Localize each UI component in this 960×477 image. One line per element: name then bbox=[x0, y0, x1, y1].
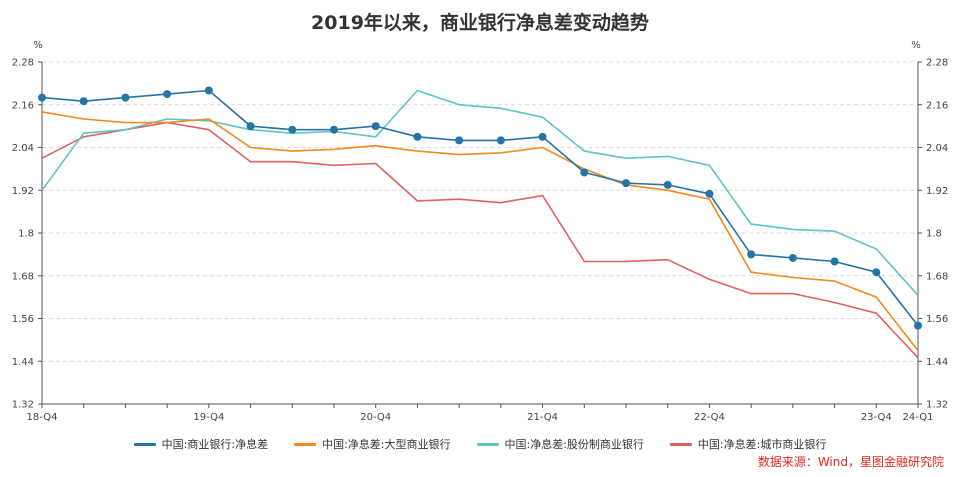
data-point bbox=[330, 125, 338, 134]
series-line-4 bbox=[41, 121, 919, 359]
data-point bbox=[663, 180, 672, 189]
x-tick-label: 19-Q4 bbox=[193, 412, 224, 423]
x-tick-label: 24-Q1 bbox=[903, 412, 934, 423]
data-point bbox=[622, 179, 630, 188]
y-tick-label-right: 2.16 bbox=[926, 100, 948, 111]
data-point bbox=[705, 189, 714, 198]
data-point bbox=[747, 250, 756, 259]
y-tick-label-right: 1.44 bbox=[926, 357, 948, 368]
y-tick-label-left: 1.92 bbox=[12, 186, 34, 197]
source-note: 数据来源：Wind，星图金融研究院 bbox=[757, 455, 944, 469]
x-tick-label: 20-Q4 bbox=[360, 412, 391, 423]
data-point bbox=[455, 136, 464, 145]
legend-label: 中国:净息差:大型商业银行 bbox=[322, 438, 451, 451]
data-point bbox=[79, 97, 88, 106]
y-tick-label-left: 1.32 bbox=[12, 400, 34, 411]
y-tick-label-right: 1.56 bbox=[926, 314, 948, 325]
y-tick-label-left: 1.44 bbox=[12, 357, 34, 368]
data-point bbox=[788, 253, 797, 262]
data-point bbox=[580, 168, 589, 177]
y-unit-right: % bbox=[911, 40, 921, 51]
y-tick-label-right: 1.92 bbox=[926, 186, 948, 197]
x-tick-label: 18-Q4 bbox=[27, 412, 58, 423]
data-point bbox=[246, 122, 255, 131]
y-tick-label-left: 2.28 bbox=[12, 58, 34, 69]
legend-item: 中国:净息差:城市商业银行 bbox=[669, 436, 827, 452]
y-tick-label-right: 2.04 bbox=[926, 143, 948, 154]
x-tick-label: 21-Q4 bbox=[527, 412, 558, 423]
y-tick-label-left: 2.04 bbox=[12, 143, 34, 154]
series-line-2 bbox=[41, 111, 919, 352]
legend-item: 中国:净息差:大型商业银行 bbox=[294, 436, 451, 452]
y-tick-label-right: 1.68 bbox=[926, 271, 948, 282]
legend-swatch bbox=[476, 442, 499, 446]
legend-swatch bbox=[669, 442, 692, 446]
legend-label: 中国:净息差:股份制商业银行 bbox=[504, 438, 644, 451]
data-point bbox=[204, 86, 213, 95]
series-line-1 bbox=[41, 89, 919, 327]
y-unit-left: % bbox=[33, 40, 43, 51]
data-point bbox=[538, 132, 547, 141]
series-line-3 bbox=[41, 89, 919, 296]
y-tick-label-left: 1.68 bbox=[12, 271, 34, 282]
grid-layer bbox=[42, 61, 918, 362]
y-tick-label-right: 1.8 bbox=[926, 229, 942, 240]
legend: 中国:商业银行:净息差 中国:净息差:大型商业银行 中国:净息差:股份制商业银行 中国… bbox=[0, 436, 960, 452]
axis-layer: 2.28 2.28 2.16 2.16 2.04 2.04 1.92 1.92 1.8 1.8 1.… bbox=[12, 40, 949, 423]
y-tick-label-left: 1.8 bbox=[18, 229, 34, 240]
data-point bbox=[413, 132, 422, 141]
x-tick-label: 23-Q4 bbox=[861, 412, 892, 423]
legend-swatch bbox=[294, 442, 317, 446]
chart-title: 2019年以来，商业银行净息差变动趋势 bbox=[311, 12, 649, 34]
data-point bbox=[288, 125, 297, 134]
y-tick-label-left: 2.16 bbox=[12, 100, 34, 111]
series-layer bbox=[38, 86, 922, 359]
data-point bbox=[121, 93, 130, 102]
data-point bbox=[371, 122, 380, 131]
y-tick-label-right: 1.32 bbox=[926, 400, 948, 411]
legend-item: 中国:商业银行:净息差 bbox=[133, 436, 269, 452]
legend-label: 中国:商业银行:净息差 bbox=[161, 438, 269, 451]
legend-swatch bbox=[133, 442, 156, 446]
y-tick-label-left: 1.56 bbox=[12, 314, 34, 325]
legend-item: 中国:净息差:股份制商业银行 bbox=[476, 436, 644, 452]
data-point bbox=[38, 93, 46, 102]
data-point bbox=[163, 90, 172, 99]
data-point bbox=[914, 321, 922, 330]
data-point bbox=[496, 136, 505, 145]
data-point bbox=[830, 257, 839, 266]
legend-label: 中国:净息差:城市商业银行 bbox=[697, 438, 827, 451]
x-tick-label: 22-Q4 bbox=[694, 412, 725, 423]
data-point bbox=[872, 268, 881, 277]
y-tick-label-right: 2.28 bbox=[926, 58, 948, 69]
